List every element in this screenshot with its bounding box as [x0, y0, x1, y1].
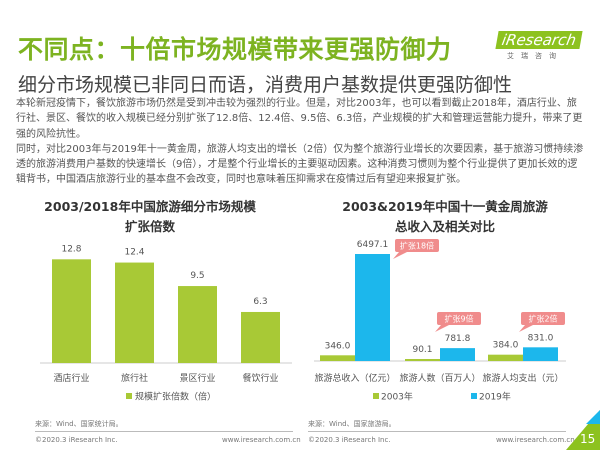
bar: [178, 286, 217, 363]
iresearch-logo: iResearch 艾瑞咨询: [495, 30, 583, 61]
callout-pointer: [435, 325, 449, 332]
legend-swatch: [471, 393, 477, 399]
paragraph: 同时，对比2003年与2019年十一黄金周，旅游人均支出的增长（2倍）仅为整个旅…: [16, 143, 584, 186]
data-label: 384.0: [493, 341, 519, 351]
callout-box: [395, 239, 439, 252]
left-source: 来源：Wind、国家统计局。: [35, 420, 123, 428]
data-label: 781.8: [445, 334, 471, 344]
legend-label: 2003年: [381, 391, 413, 403]
page-subtitle: 细分市场规模已非同日而语，消费用户基数提供更强防御性: [18, 74, 513, 96]
page-number: 15: [580, 432, 596, 446]
right-chart-title-line2: 总收入及相关对比: [394, 219, 495, 234]
callout-label: 扩张18倍: [400, 241, 434, 251]
divider: [308, 431, 566, 432]
x-tick-label: 景区行业: [179, 372, 215, 384]
right-source: 来源：Wind、国家旅游局。: [308, 420, 396, 428]
left-chart-title-line1: 2003/2018年中国旅游细分市场规模: [44, 199, 256, 214]
data-label: 90.1: [412, 345, 432, 355]
legend-swatch: [126, 393, 132, 399]
bar: [523, 347, 558, 361]
callout-box: [437, 312, 481, 325]
body-text: 本轮新冠疫情下，餐饮旅游市场仍然是受到冲击较为强烈的行业。但是，对比2003年，…: [16, 96, 586, 188]
callout-pointer: [393, 252, 407, 259]
bar: [488, 354, 523, 361]
x-tick-label: 酒店行业: [53, 372, 89, 384]
divider: [35, 431, 293, 432]
data-label: 6497.1: [357, 240, 389, 250]
copyright: ©2020.3 iResearch Inc.: [35, 436, 118, 444]
x-tick-label: 旅行社: [121, 372, 148, 384]
x-tick-label: 旅游人数（百万人）: [399, 372, 480, 384]
bar: [405, 359, 440, 361]
left-chart-title: 2003/2018年中国旅游细分市场规模 扩张倍数: [10, 197, 290, 237]
data-label: 6.3: [253, 297, 267, 307]
data-label: 12.4: [124, 248, 144, 258]
copyright: ©2020.3 iResearch Inc.: [308, 436, 391, 444]
x-tick-label: 旅游人均支出（元）: [482, 372, 563, 384]
corner-decoration: [566, 410, 600, 450]
logo-cn: 艾瑞咨询: [507, 52, 563, 60]
legend-label: 2019年: [479, 391, 511, 403]
bar: [440, 348, 475, 361]
x-tick-label: 旅游总收入（亿元）: [314, 372, 395, 384]
footer-url: www.iresearch.com.cn: [222, 436, 301, 444]
right-chart-title: 2003&2019年中国十一黄金周旅游 总收入及相关对比: [300, 197, 590, 237]
footer-url: www.iresearch.com.cn: [496, 436, 575, 444]
callout-label: 扩张2倍: [528, 314, 557, 324]
callout-pointer: [519, 325, 533, 332]
page-title: 不同点：十倍市场规模带来更强防御力: [18, 35, 452, 64]
callout-box: [521, 312, 565, 325]
bar: [355, 254, 390, 361]
callout-label: 扩张9倍: [444, 314, 473, 324]
x-tick-label: 餐饮行业: [242, 372, 278, 384]
data-label: 831.0: [528, 333, 554, 343]
legend-swatch: [373, 393, 379, 399]
left-chart-title-line2: 扩张倍数: [124, 219, 175, 234]
data-label: 346.0: [325, 341, 351, 351]
legend-label: 规模扩张倍数（倍）: [135, 391, 216, 403]
bar: [115, 262, 154, 363]
bar: [52, 259, 91, 363]
right-chart-title-line1: 2003&2019年中国十一黄金周旅游: [342, 199, 548, 214]
data-label: 12.8: [61, 244, 81, 254]
data-label: 9.5: [190, 271, 204, 281]
bar: [320, 355, 355, 361]
bar: [241, 311, 280, 363]
paragraph: 本轮新冠疫情下，餐饮旅游市场仍然是受到冲击较为强烈的行业。但是，对比2003年，…: [16, 98, 583, 140]
